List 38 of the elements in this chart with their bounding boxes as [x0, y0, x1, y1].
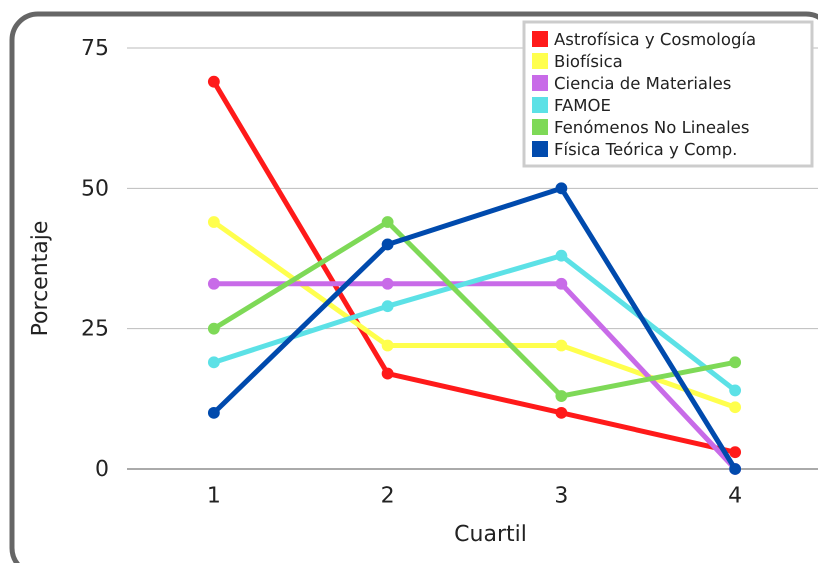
- y-tick-label: 0: [95, 457, 109, 482]
- y-tick-label: 75: [81, 36, 109, 62]
- point: [555, 406, 568, 419]
- legend-label: FAMOE: [554, 96, 611, 115]
- point: [382, 300, 394, 312]
- point: [208, 278, 220, 290]
- point: [729, 384, 742, 396]
- point: [382, 238, 394, 250]
- y-tick-label: 50: [81, 176, 109, 202]
- legend-label: Biofísica: [554, 52, 623, 71]
- x-tick-label: 2: [380, 484, 395, 509]
- y-tick-label: 25: [81, 316, 109, 342]
- point: [208, 322, 220, 335]
- point: [208, 406, 220, 419]
- point: [382, 340, 394, 352]
- legend-label: Fenómenos No Lineales: [554, 118, 750, 137]
- point: [729, 401, 742, 414]
- legend-label: Física Teórica y Comp.: [554, 140, 738, 159]
- point: [555, 278, 568, 290]
- y-axis-title: Porcentaje: [28, 220, 53, 336]
- point: [208, 216, 220, 228]
- point: [555, 182, 568, 194]
- point: [382, 278, 394, 290]
- point: [208, 356, 220, 368]
- point: [729, 356, 742, 368]
- point: [382, 216, 394, 228]
- x-tick-label: 4: [728, 484, 742, 509]
- point: [555, 390, 568, 402]
- legend-label: Ciencia de Materiales: [554, 74, 732, 93]
- legend-label: Astrofísica y Cosmología: [554, 30, 756, 49]
- x-tick-label: 1: [206, 484, 221, 509]
- point: [555, 250, 568, 262]
- x-axis-title: Cuartil: [454, 522, 527, 547]
- point: [208, 76, 220, 88]
- point: [555, 340, 568, 352]
- point: [729, 446, 742, 458]
- x-tick-label: 3: [554, 484, 568, 509]
- point: [382, 368, 394, 380]
